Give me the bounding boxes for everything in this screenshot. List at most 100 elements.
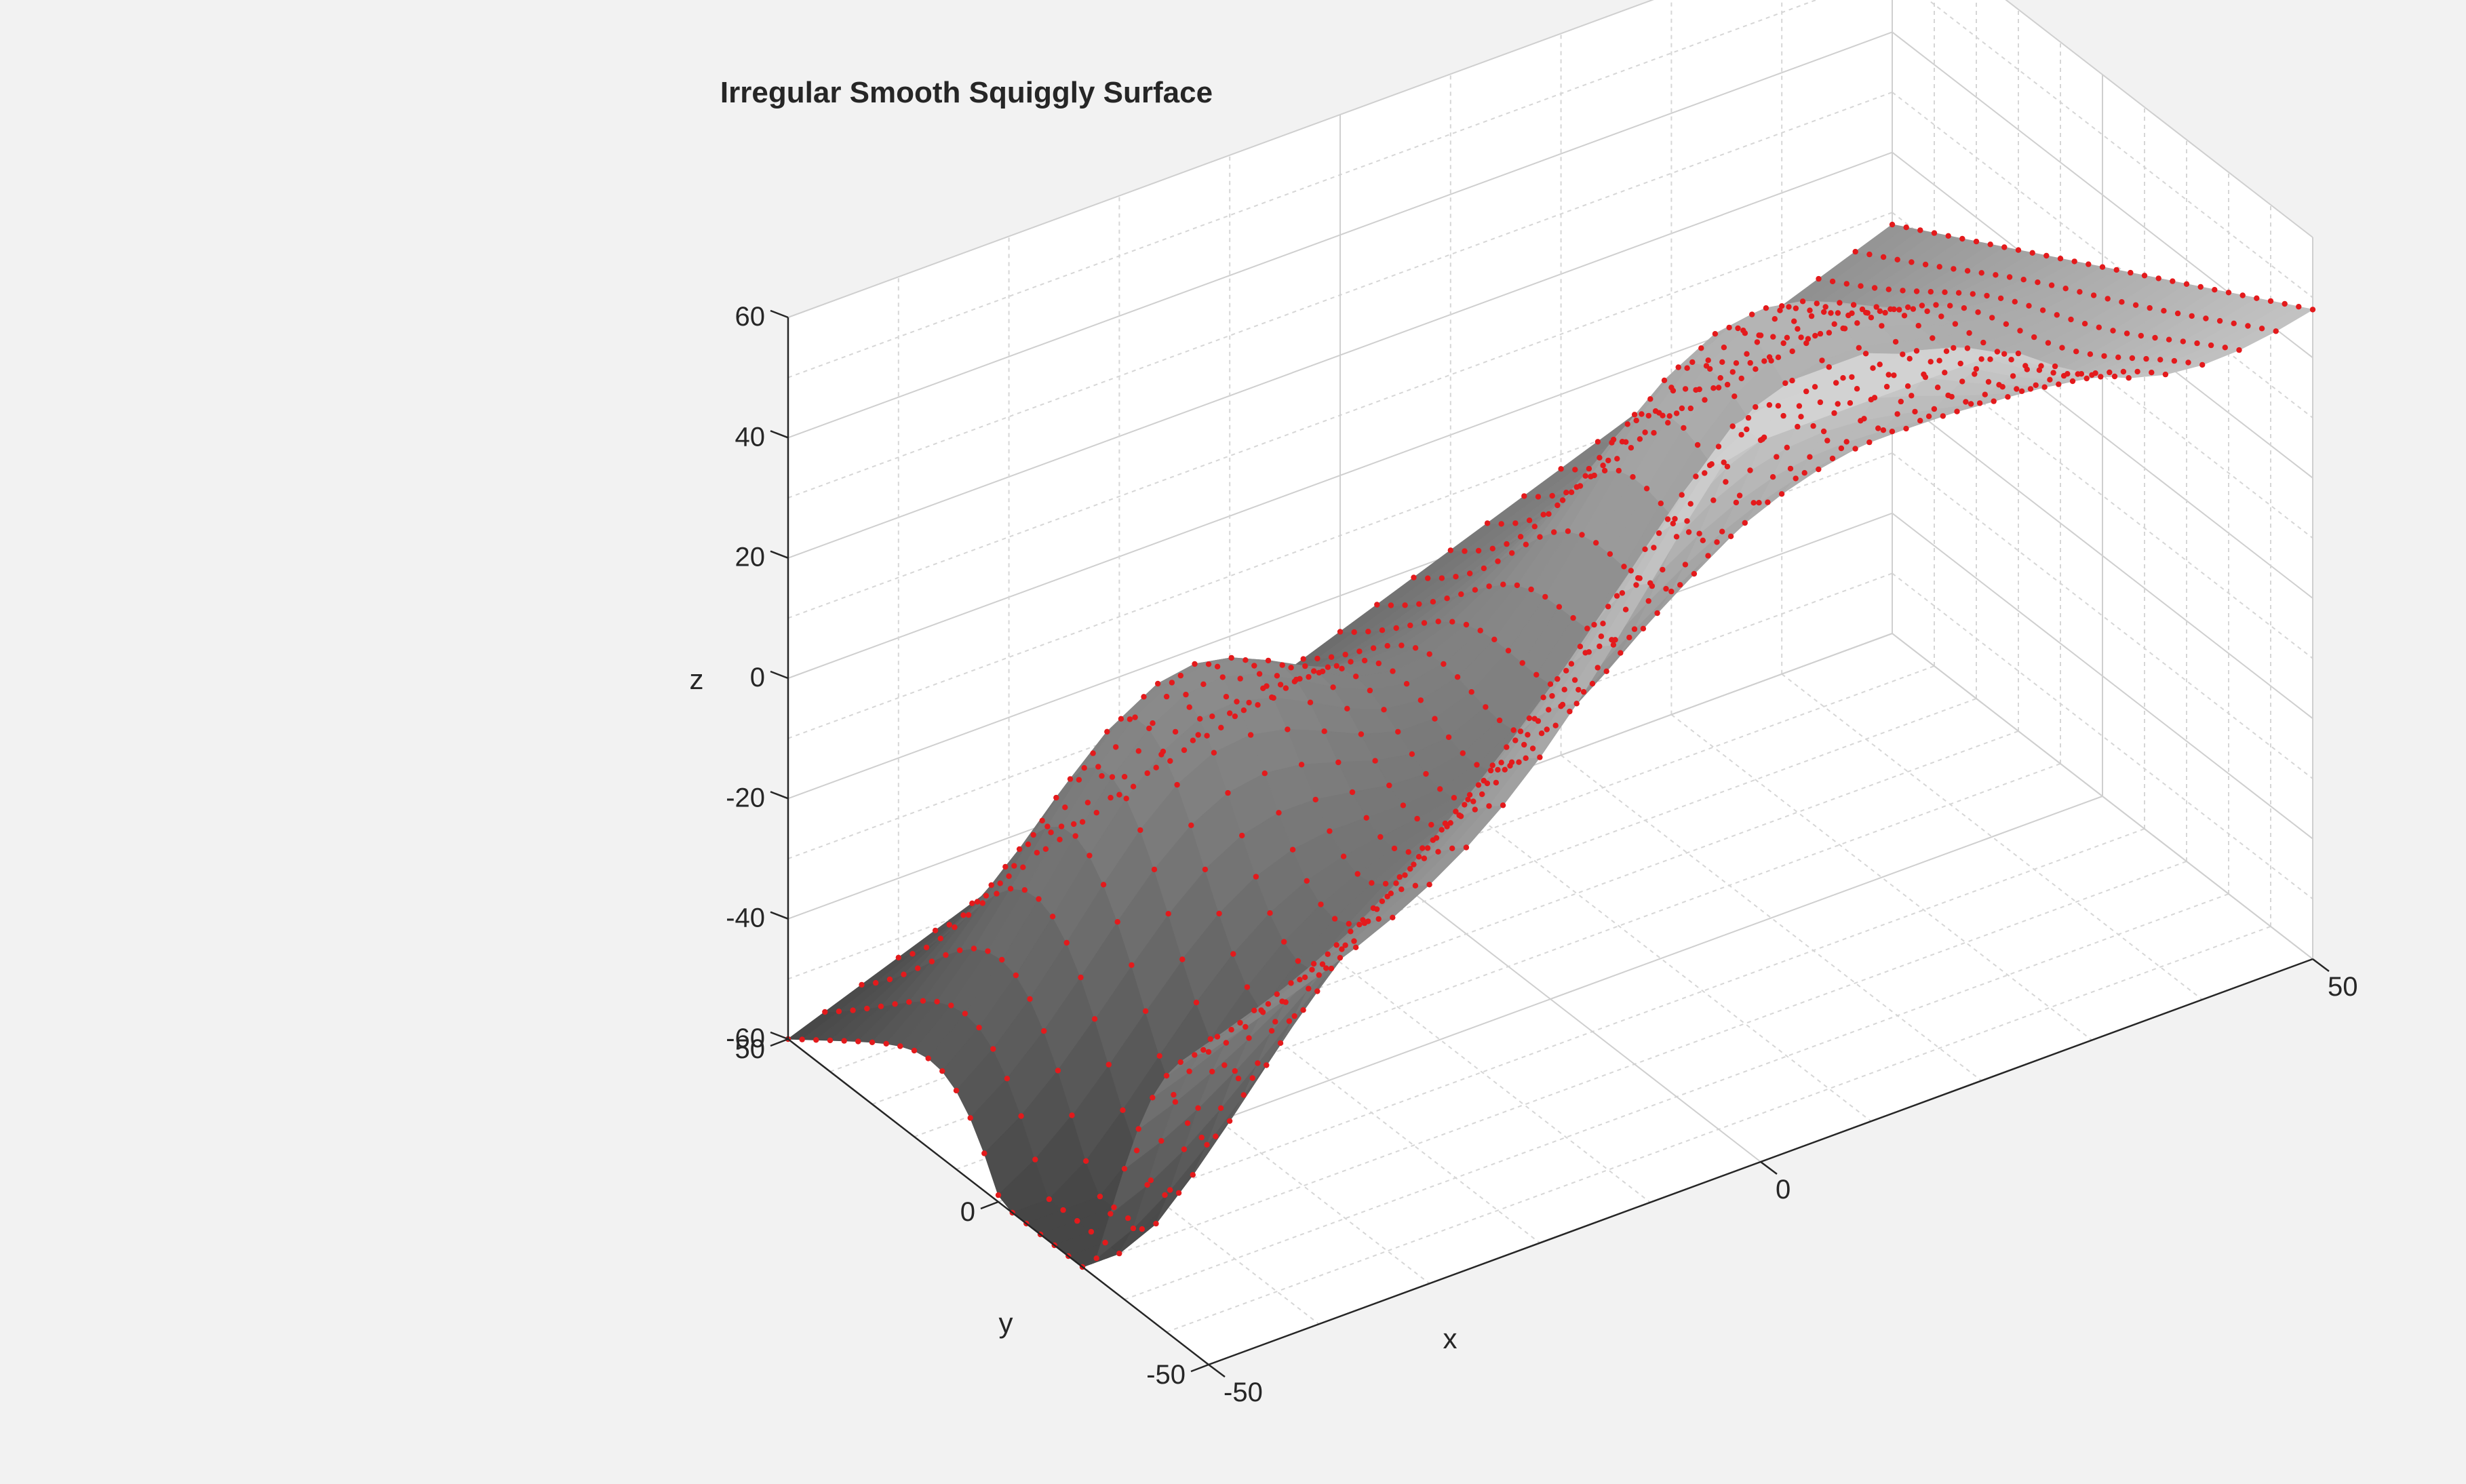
data-point bbox=[1420, 845, 1426, 851]
data-point bbox=[1719, 359, 1725, 365]
data-point bbox=[1938, 313, 1944, 319]
data-point bbox=[1645, 598, 1651, 604]
data-point bbox=[1989, 315, 1995, 321]
data-point bbox=[1339, 665, 1345, 671]
data-point bbox=[1207, 1036, 1213, 1042]
data-point bbox=[2129, 355, 2136, 362]
data-point bbox=[1843, 439, 1850, 445]
data-point bbox=[1759, 436, 1765, 442]
data-point bbox=[2126, 375, 2132, 381]
data-point bbox=[1854, 386, 1860, 392]
data-point bbox=[911, 1047, 918, 1054]
data-point bbox=[2225, 290, 2232, 296]
data-point bbox=[1006, 873, 1012, 880]
data-point bbox=[1852, 248, 1858, 255]
data-point bbox=[1889, 429, 1896, 435]
data-point bbox=[1042, 846, 1049, 853]
data-point bbox=[2183, 281, 2190, 287]
z-tick-mark bbox=[770, 550, 789, 559]
data-point bbox=[1523, 541, 1529, 547]
data-point bbox=[1500, 802, 1506, 808]
data-point bbox=[1449, 619, 1455, 625]
data-point bbox=[1803, 388, 1809, 395]
data-point bbox=[1130, 783, 1137, 789]
data-point bbox=[1030, 832, 1036, 838]
data-point bbox=[1837, 300, 1843, 306]
data-point bbox=[2008, 357, 2014, 363]
data-point bbox=[2155, 275, 2161, 281]
data-point bbox=[1113, 744, 1119, 750]
data-point bbox=[1415, 854, 1422, 860]
data-point bbox=[1568, 489, 1575, 495]
data-point bbox=[2110, 328, 2116, 334]
data-point bbox=[1307, 699, 1314, 705]
data-point bbox=[1576, 686, 1582, 693]
data-point bbox=[1727, 533, 1734, 539]
data-point bbox=[2267, 298, 2274, 305]
data-point bbox=[1679, 405, 1685, 412]
data-point bbox=[1782, 380, 1788, 387]
data-point bbox=[1314, 655, 1320, 662]
data-point bbox=[2059, 345, 2065, 351]
data-point bbox=[1302, 663, 1308, 669]
data-point bbox=[1316, 972, 1323, 978]
data-point bbox=[1978, 356, 1984, 362]
data-point bbox=[897, 1043, 903, 1049]
data-point bbox=[1283, 685, 1289, 691]
data-point bbox=[1360, 917, 1366, 923]
z-tick-mark bbox=[770, 430, 789, 439]
data-point bbox=[1181, 747, 1188, 754]
z-tick-label: -40 bbox=[726, 903, 765, 933]
data-point bbox=[1544, 726, 1550, 733]
data-point bbox=[1756, 332, 1762, 338]
data-point bbox=[1770, 334, 1776, 340]
data-point bbox=[1565, 528, 1571, 534]
data-point bbox=[1633, 417, 1639, 424]
data-point bbox=[1374, 602, 1380, 608]
data-point bbox=[1682, 386, 1689, 392]
data-point bbox=[2022, 363, 2029, 369]
data-point bbox=[2043, 252, 2050, 259]
data-point bbox=[1593, 540, 1599, 546]
data-point bbox=[1011, 863, 1017, 869]
data-point bbox=[2124, 330, 2130, 336]
data-point bbox=[1144, 770, 1150, 777]
data-point bbox=[1330, 684, 1336, 690]
data-point bbox=[878, 1003, 884, 1010]
data-point bbox=[934, 998, 940, 1005]
data-point bbox=[1298, 762, 1305, 768]
data-point bbox=[1062, 804, 1068, 811]
data-point bbox=[1909, 393, 1915, 399]
data-point bbox=[1044, 823, 1051, 829]
data-point bbox=[1963, 399, 1969, 405]
data-point bbox=[1552, 722, 1559, 728]
data-point bbox=[1074, 1217, 1080, 1224]
data-point bbox=[1723, 479, 1729, 485]
data-point bbox=[1179, 956, 1186, 962]
data-point bbox=[1433, 835, 1440, 841]
data-point bbox=[1866, 439, 1873, 446]
data-point bbox=[906, 999, 912, 1005]
data-point bbox=[1472, 587, 1479, 593]
data-point bbox=[1190, 1172, 1196, 1178]
data-point bbox=[1568, 661, 1575, 667]
data-point bbox=[1388, 891, 1394, 897]
data-point bbox=[1959, 378, 1965, 385]
data-point bbox=[1234, 699, 1240, 705]
data-point bbox=[1069, 1112, 1075, 1118]
data-point bbox=[1873, 304, 1879, 310]
data-point bbox=[2015, 247, 2022, 253]
data-point bbox=[1438, 575, 1445, 581]
data-point bbox=[1048, 829, 1054, 836]
data-point bbox=[1694, 442, 1701, 448]
data-point bbox=[1405, 849, 1411, 855]
data-point bbox=[1816, 275, 1822, 282]
data-point bbox=[1554, 502, 1561, 509]
data-point bbox=[1705, 357, 1711, 364]
data-point bbox=[1475, 782, 1482, 788]
data-point bbox=[1976, 400, 1983, 406]
data-point bbox=[1984, 292, 1990, 299]
data-point bbox=[1269, 694, 1275, 701]
data-point bbox=[1924, 308, 1930, 315]
data-point bbox=[1286, 1018, 1293, 1024]
